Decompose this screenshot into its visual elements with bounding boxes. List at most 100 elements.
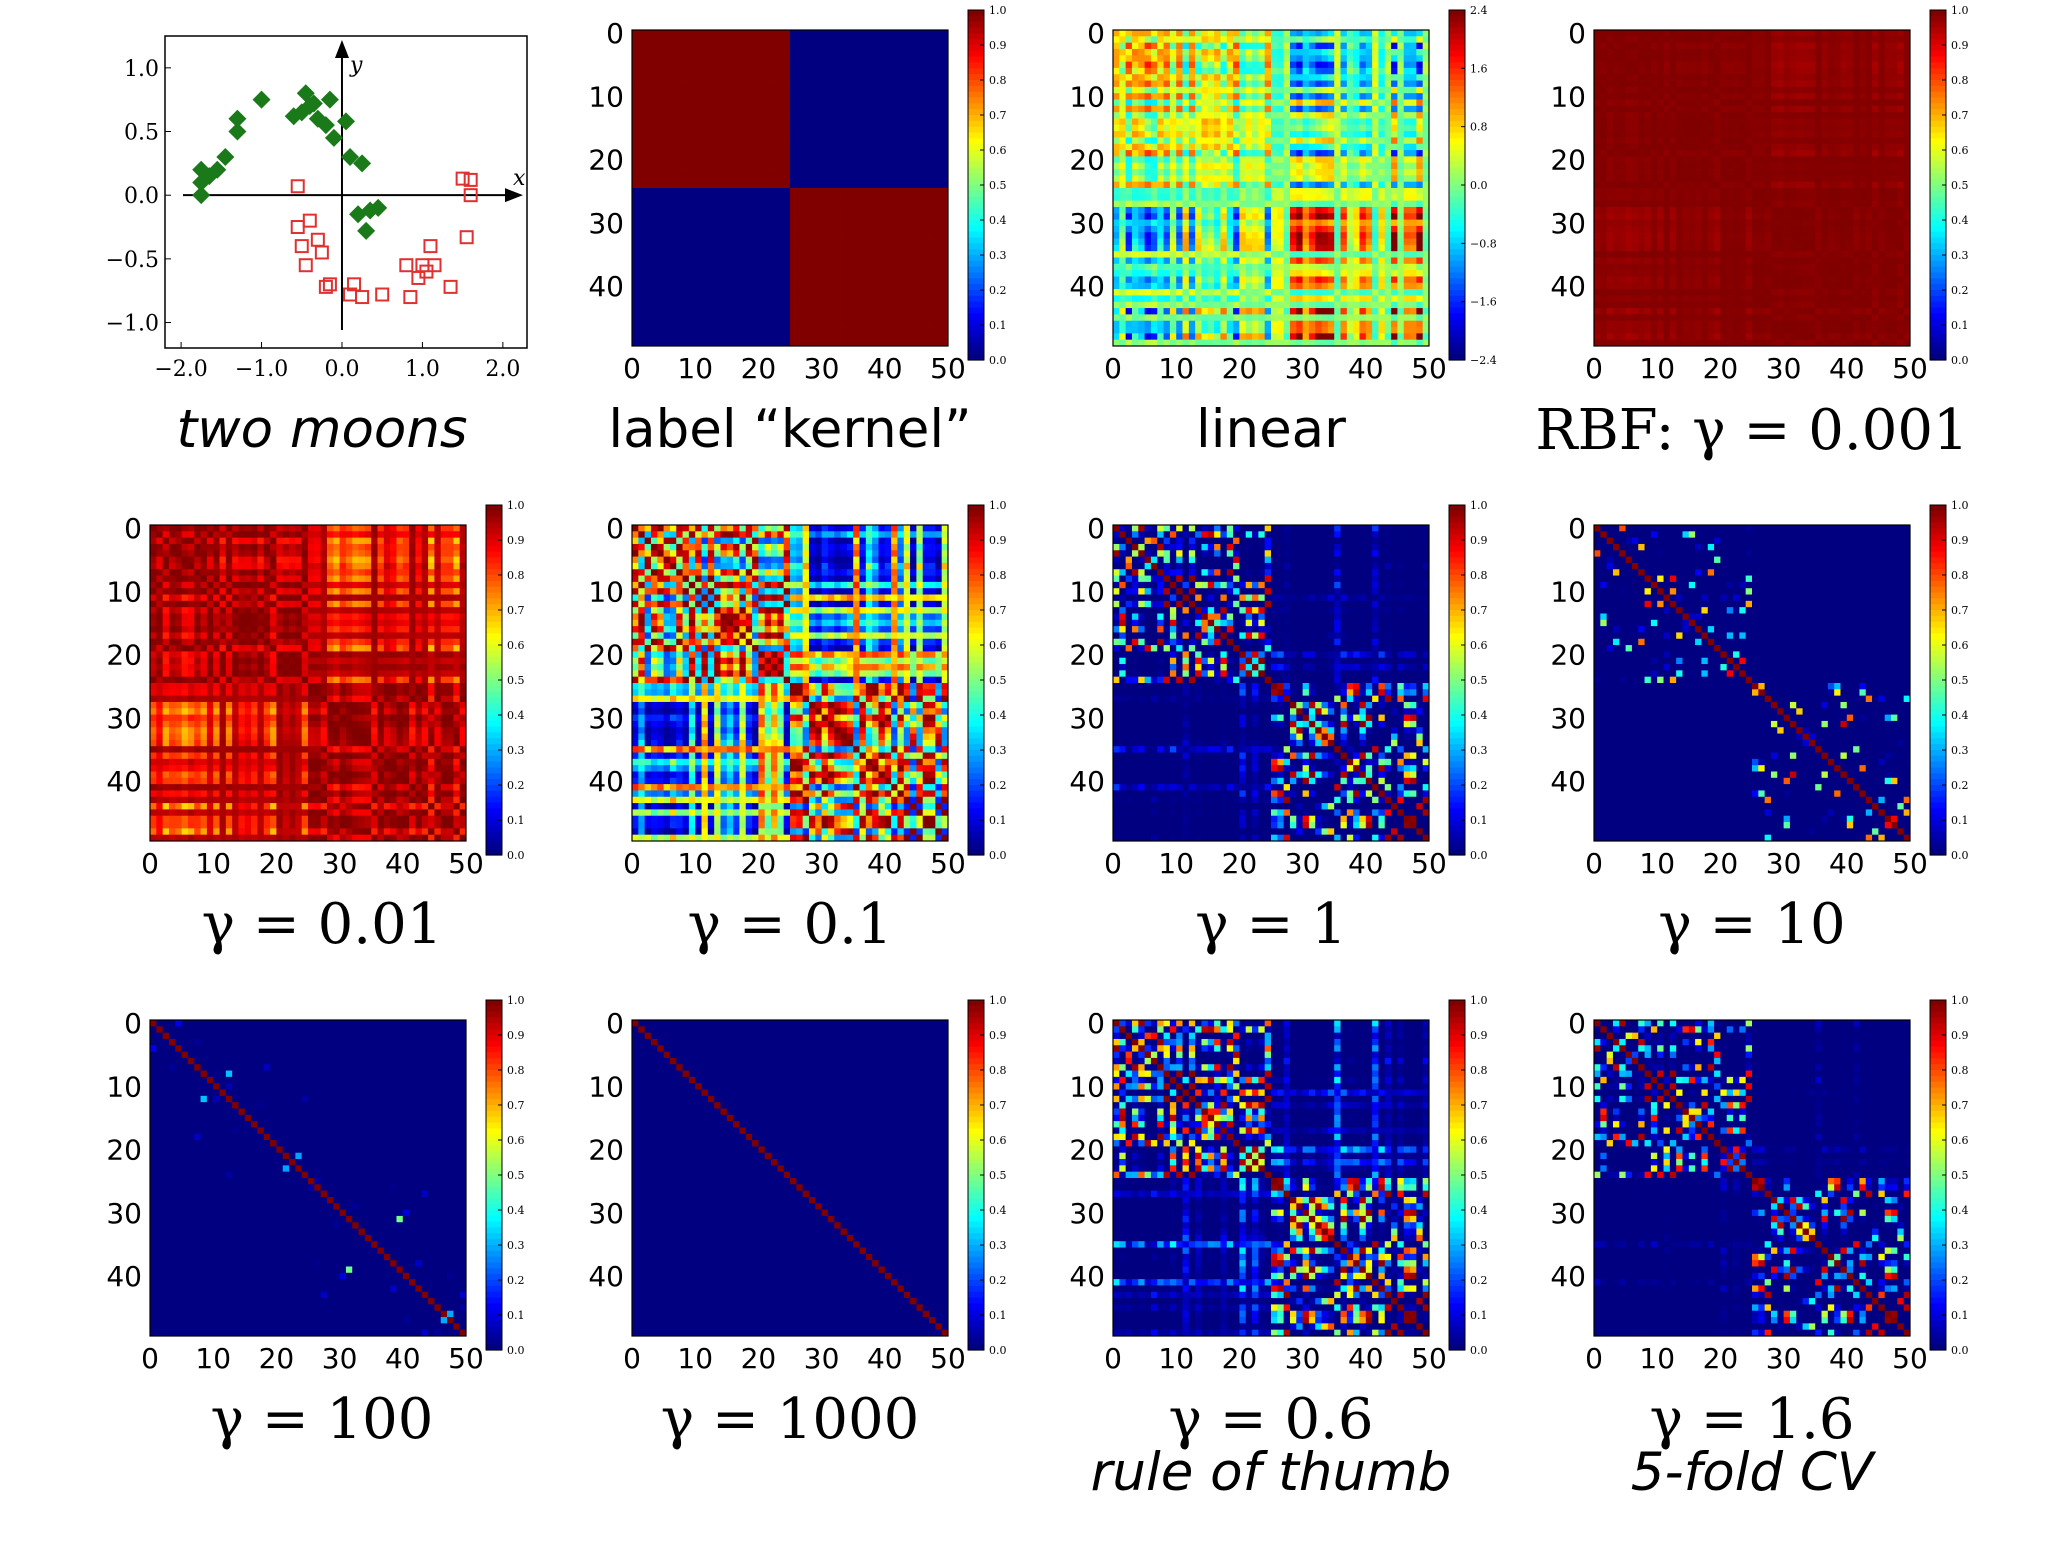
heatmap-cell [828,163,835,170]
heatmap-cell [676,112,683,119]
heatmap-cell [758,169,765,176]
heatmap-cell [689,68,696,75]
heatmap-cell [809,55,816,62]
heatmap-cell [897,74,904,81]
heatmap-cell [702,188,709,195]
heatmap-cell [708,175,715,182]
heatmap-cell [676,175,683,182]
heatmap-cell [796,112,803,119]
heatmap-cell [904,131,911,138]
heatmap-cell [676,188,683,195]
heatmap-cell [657,150,664,157]
heatmap-cell [714,150,721,157]
heatmap-cell [702,144,709,151]
heatmap-cell [670,74,677,81]
heatmap-cell [942,112,949,119]
heatmap-cell [866,68,873,75]
heatmap-cell [638,87,645,94]
heatmap-cell [727,156,734,163]
heatmap-cell [828,100,835,107]
heatmap-cell [771,137,778,144]
heatmap-cell [714,144,721,151]
heatmap-cell [935,43,942,50]
heatmap-cell [765,30,772,37]
heatmap-cell [758,100,765,107]
heatmap-cell [758,156,765,163]
point-negative [400,259,412,271]
heatmap-cell [765,144,772,151]
heatmap-cell [834,175,841,182]
heatmap-cell [746,169,753,176]
heatmap-cell [708,118,715,125]
heatmap-cell [834,156,841,163]
heatmap-cell [809,93,816,100]
heatmap-cell [683,36,690,43]
heatmap-cell [790,81,797,88]
heatmap-cell [765,156,772,163]
heatmap-cell [739,112,746,119]
heatmap-cell [885,81,892,88]
heatmap-cell [790,188,797,195]
heatmap-cell [765,137,772,144]
heatmap-cell [885,144,892,151]
heatmap-cell [910,36,917,43]
heatmap-cell [689,100,696,107]
x-tick-label: 1.0 [405,357,440,382]
heatmap-cell [777,74,784,81]
heatmap-cell [784,81,791,88]
heatmap-cell [910,87,917,94]
heatmap-cell [702,150,709,157]
heatmap-cell [689,156,696,163]
heatmap-cell [796,81,803,88]
heatmap-cell [822,93,829,100]
heatmap-cell [638,49,645,56]
heatmap-cell [834,62,841,69]
heatmap-cell [645,43,652,50]
heatmap-cell [771,55,778,62]
heatmap-cell [758,112,765,119]
heatmap-cell [689,182,696,189]
heatmap-cell [834,182,841,189]
heatmap-cell [929,100,936,107]
heatmap-cell [847,156,854,163]
heatmap-cell [739,81,746,88]
heatmap-cell [651,30,658,37]
heatmap-cell [885,125,892,132]
heatmap-cell [645,156,652,163]
heatmap-cell [935,156,942,163]
heatmap-cell [885,188,892,195]
heatmap-cell [771,156,778,163]
heatmap-cell [841,150,848,157]
heatmap-cell [935,62,942,69]
heatmap-cell [758,49,765,56]
heatmap-cell [796,68,803,75]
heatmap-cell [645,194,652,201]
heatmap-cell [929,62,936,69]
heatmap-cell [904,156,911,163]
heatmap-cell [664,93,671,100]
heatmap-cell [790,62,797,69]
heatmap-cell [815,175,822,182]
heatmap-cell [708,150,715,157]
heatmap-cell [733,144,740,151]
heatmap-cell [866,81,873,88]
heatmap-cell [815,112,822,119]
heatmap-cell [720,163,727,170]
heatmap-cell [771,194,778,201]
heatmap-cell [771,87,778,94]
heatmap-cell [727,188,734,195]
heatmap-cell [796,163,803,170]
heatmap-cell [878,125,885,132]
heatmap-cell [897,30,904,37]
heatmap-cell [632,106,639,113]
heatmap-cell [809,30,816,37]
heatmap-cell [689,81,696,88]
heatmap-cell [708,137,715,144]
heatmap-cell [733,62,740,69]
heatmap-cell [714,36,721,43]
heatmap-cell [664,182,671,189]
heatmap-cell [834,131,841,138]
heatmap-cell [676,36,683,43]
heatmap-cell [910,150,917,157]
heatmap-cell [796,62,803,69]
